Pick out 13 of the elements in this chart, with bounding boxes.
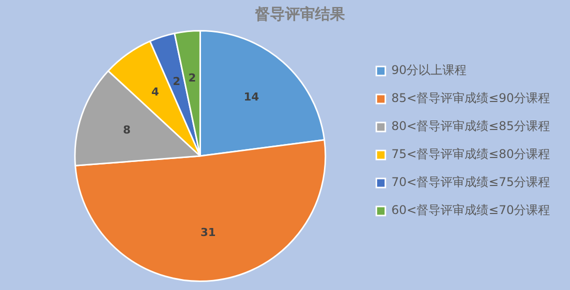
chart-title: 督导评审结果 [254,4,346,23]
data-label: 31 [200,226,216,240]
data-label: 8 [123,123,131,136]
legend-label: 85<督导评审成绩≤90分课程 [391,91,550,106]
legend-label: 60<督导评审成绩≤70分课程 [391,203,550,218]
data-label: 2 [172,74,180,88]
legend-label: 70<督导评审成绩≤75分课程 [391,175,550,190]
data-label: 4 [151,86,160,99]
legend-label: 80<督导评审成绩≤85分课程 [391,119,550,134]
data-label: 2 [188,72,196,85]
legend-label: 75<督导评审成绩≤80分课程 [391,147,550,162]
data-label: 14 [244,90,260,104]
legend-label: 90分以上课程 [391,63,467,78]
